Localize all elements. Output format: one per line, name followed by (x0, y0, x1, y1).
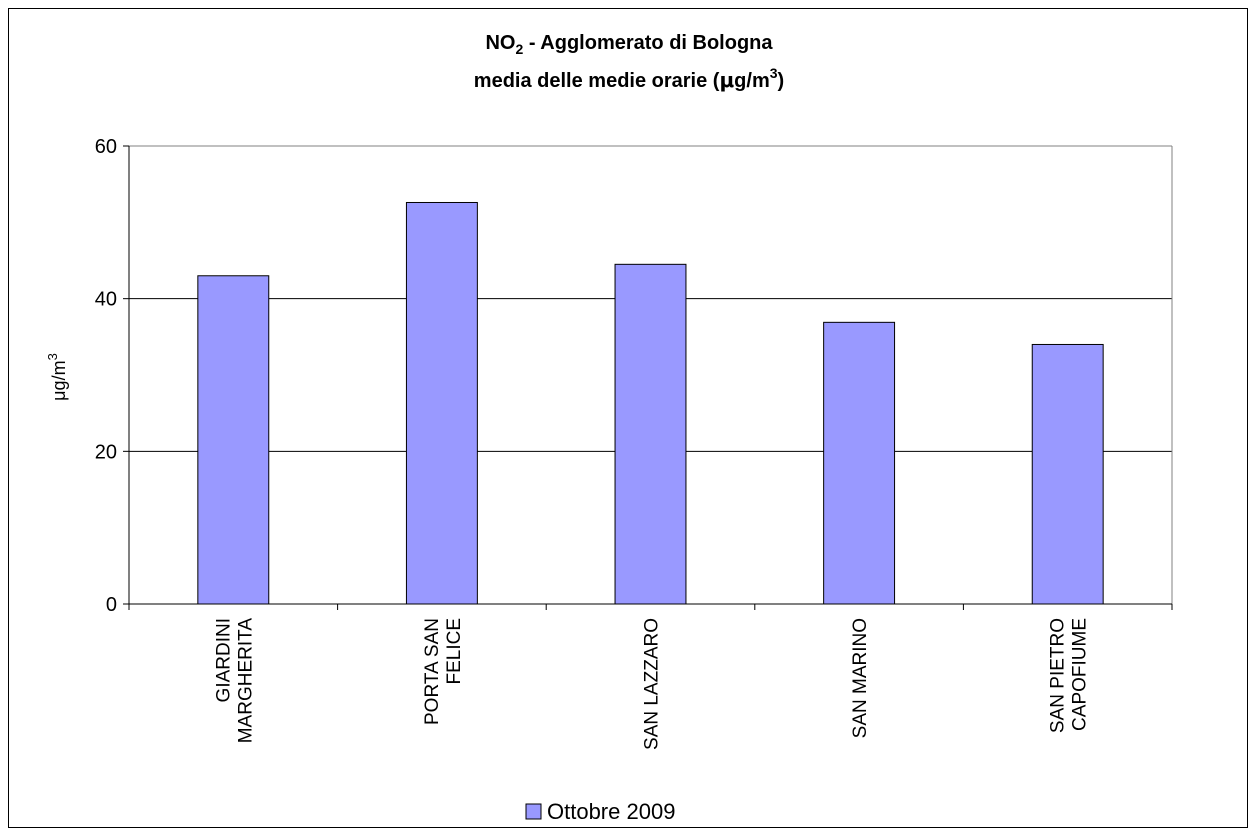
title2-mu: μ (719, 68, 734, 92)
chart-svg: NO2 - Agglomerato di Bologna media delle… (45, 32, 1173, 824)
title-no-subscript: 2 (515, 41, 523, 57)
ylabel-main: μg/m (49, 360, 69, 400)
axes (123, 145, 1173, 610)
x-category-label: SAN LAZZARO (642, 618, 663, 750)
x-category-label: CAPOFIUME (1070, 618, 1091, 731)
bar (405, 201, 478, 605)
title-rest: - Agglomerato di Bologna (523, 32, 773, 54)
title2-close: ) (778, 70, 785, 92)
y-tick-label: 0 (106, 594, 117, 616)
x-category-label: FELICE (444, 618, 465, 685)
legend: Ottobre 2009 (525, 799, 675, 824)
legend-swatch (525, 803, 542, 820)
y-axis-label: μg/m3 (45, 353, 69, 401)
chart-frame: NO2 - Agglomerato di Bologna media delle… (8, 8, 1248, 828)
bar (614, 263, 687, 605)
x-category-label: SAN PIETRO (1048, 618, 1069, 733)
y-tick-label: 60 (95, 136, 117, 158)
legend-label: Ottobre 2009 (547, 799, 675, 824)
x-category-label: SAN MARINO (850, 618, 871, 738)
y-tick-labels: 0 20 40 60 (95, 136, 117, 616)
x-category-label: GIARDINI (213, 618, 234, 702)
ylabel-sup: 3 (45, 353, 60, 360)
bar (823, 321, 896, 605)
title2-unit: g/m (734, 70, 770, 92)
bars (197, 201, 1104, 605)
title2-pre: media delle medie orarie ( (474, 70, 720, 92)
x-category-label: MARGHERITA (235, 618, 256, 744)
chart-title-line1: NO2 - Agglomerato di Bologna (485, 32, 773, 57)
y-tick-label: 20 (95, 441, 117, 463)
x-category-label: PORTA SAN (422, 618, 443, 725)
bar (1031, 343, 1104, 605)
title-no: NO (485, 32, 515, 54)
chart-title-line2: media delle medie orarie (μg/m3) (474, 65, 784, 92)
title2-sup: 3 (770, 65, 778, 81)
y-tick-label: 40 (95, 289, 117, 311)
bar (197, 275, 270, 605)
x-category-labels: GIARDINI MARGHERITA PORTA SAN FELICE SAN LAZ… (213, 618, 1090, 750)
